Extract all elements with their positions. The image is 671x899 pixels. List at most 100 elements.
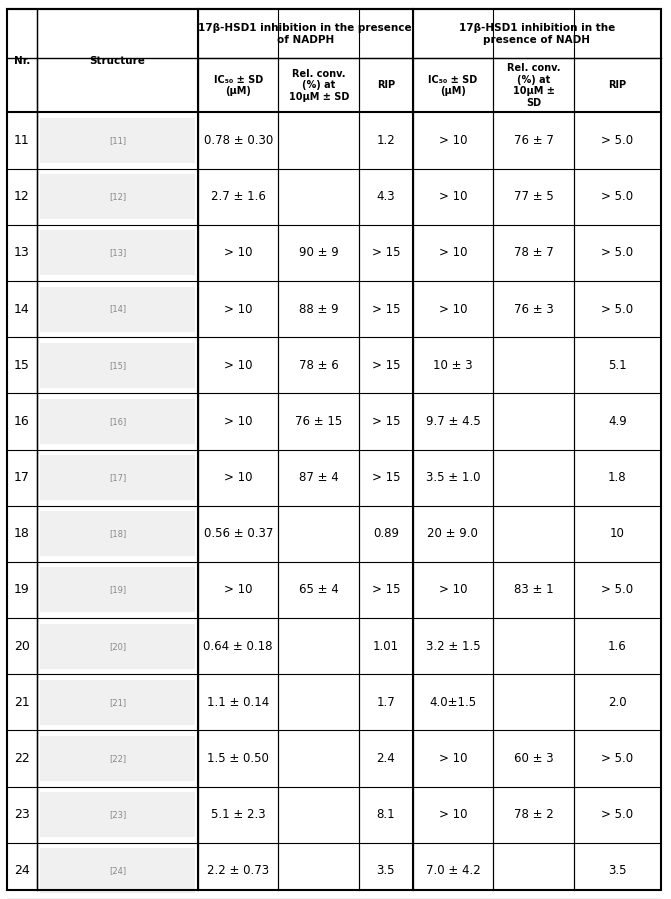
Text: 8.1: 8.1 <box>376 808 395 821</box>
Text: 2.0: 2.0 <box>608 696 627 708</box>
Text: [16]: [16] <box>109 417 126 426</box>
Bar <box>40 624 195 669</box>
Text: [12]: [12] <box>109 192 126 201</box>
Bar <box>40 399 195 444</box>
Text: [17]: [17] <box>109 473 126 482</box>
Text: > 5.0: > 5.0 <box>601 752 633 765</box>
Text: 3.5: 3.5 <box>608 865 627 877</box>
Text: > 5.0: > 5.0 <box>601 134 633 147</box>
Text: > 15: > 15 <box>372 583 400 596</box>
Text: 87 ± 4: 87 ± 4 <box>299 471 339 484</box>
Bar <box>40 174 195 219</box>
Text: 1.6: 1.6 <box>608 640 627 653</box>
Text: 76 ± 3: 76 ± 3 <box>513 303 554 316</box>
Text: > 10: > 10 <box>439 303 467 316</box>
Text: 1.2: 1.2 <box>376 134 395 147</box>
Text: Structure: Structure <box>89 56 146 66</box>
Text: 76 ± 7: 76 ± 7 <box>513 134 554 147</box>
Text: 13: 13 <box>14 246 30 259</box>
Text: 1.7: 1.7 <box>376 696 395 708</box>
Text: [18]: [18] <box>109 530 126 539</box>
Text: 19: 19 <box>14 583 30 596</box>
Bar <box>40 736 195 781</box>
Bar <box>40 230 195 275</box>
Text: 22: 22 <box>14 752 30 765</box>
Text: 1.5 ± 0.50: 1.5 ± 0.50 <box>207 752 269 765</box>
Bar <box>40 118 195 163</box>
Text: IC₅₀ ± SD
(μM): IC₅₀ ± SD (μM) <box>213 75 263 96</box>
Text: [21]: [21] <box>109 698 126 707</box>
Text: 12: 12 <box>14 191 30 203</box>
Text: 2.4: 2.4 <box>376 752 395 765</box>
Text: 4.0±1.5: 4.0±1.5 <box>429 696 476 708</box>
Text: IC₅₀ ± SD
(μM): IC₅₀ ± SD (μM) <box>428 75 478 96</box>
Text: 3.5 ± 1.0: 3.5 ± 1.0 <box>425 471 480 484</box>
Text: > 5.0: > 5.0 <box>601 808 633 821</box>
Text: 0.64 ± 0.18: 0.64 ± 0.18 <box>203 640 273 653</box>
Text: 11: 11 <box>14 134 30 147</box>
Text: > 5.0: > 5.0 <box>601 191 633 203</box>
Text: 16: 16 <box>14 415 30 428</box>
Text: 2.2 ± 0.73: 2.2 ± 0.73 <box>207 865 269 877</box>
Text: 24: 24 <box>14 865 30 877</box>
Text: Nr.: Nr. <box>13 56 30 66</box>
Text: 76 ± 15: 76 ± 15 <box>295 415 342 428</box>
Text: 10 ± 3: 10 ± 3 <box>433 359 473 371</box>
Bar <box>40 287 195 332</box>
Text: 17: 17 <box>14 471 30 484</box>
Text: 3.5: 3.5 <box>376 865 395 877</box>
Bar <box>40 567 195 612</box>
Bar <box>40 849 195 894</box>
Text: > 15: > 15 <box>372 471 400 484</box>
Text: 60 ± 3: 60 ± 3 <box>513 752 554 765</box>
Text: > 15: > 15 <box>372 303 400 316</box>
Text: > 10: > 10 <box>439 752 467 765</box>
Text: > 5.0: > 5.0 <box>601 246 633 259</box>
Text: 83 ± 1: 83 ± 1 <box>513 583 554 596</box>
Text: > 15: > 15 <box>372 415 400 428</box>
Text: 17β-HSD1 inhibition in the presence
of NADPH: 17β-HSD1 inhibition in the presence of N… <box>199 22 412 45</box>
Text: > 5.0: > 5.0 <box>601 303 633 316</box>
Text: 2.7 ± 1.6: 2.7 ± 1.6 <box>211 191 266 203</box>
Text: 90 ± 9: 90 ± 9 <box>299 246 339 259</box>
Bar <box>40 455 195 500</box>
Text: 10: 10 <box>610 528 625 540</box>
Text: > 10: > 10 <box>224 583 252 596</box>
Text: > 10: > 10 <box>439 191 467 203</box>
Text: 78 ± 7: 78 ± 7 <box>513 246 554 259</box>
Text: 1.01: 1.01 <box>373 640 399 653</box>
Text: 7.0 ± 4.2: 7.0 ± 4.2 <box>425 865 480 877</box>
Text: > 5.0: > 5.0 <box>601 583 633 596</box>
Text: 1.1 ± 0.14: 1.1 ± 0.14 <box>207 696 269 708</box>
Text: > 10: > 10 <box>439 246 467 259</box>
Text: [19]: [19] <box>109 585 126 594</box>
Text: > 10: > 10 <box>439 583 467 596</box>
Text: > 10: > 10 <box>439 134 467 147</box>
Text: [23]: [23] <box>109 810 126 819</box>
Text: 78 ± 2: 78 ± 2 <box>513 808 554 821</box>
Text: Rel. conv.
(%) at
10μM ±
SD: Rel. conv. (%) at 10μM ± SD <box>507 63 560 108</box>
Bar <box>40 512 195 556</box>
Text: 65 ± 4: 65 ± 4 <box>299 583 339 596</box>
Text: [14]: [14] <box>109 305 126 314</box>
Text: 0.78 ± 0.30: 0.78 ± 0.30 <box>203 134 273 147</box>
Text: 0.89: 0.89 <box>373 528 399 540</box>
Text: RIP: RIP <box>608 80 627 91</box>
Text: [11]: [11] <box>109 136 126 145</box>
Text: 18: 18 <box>14 528 30 540</box>
Text: 23: 23 <box>14 808 30 821</box>
Text: 14: 14 <box>14 303 30 316</box>
Text: > 10: > 10 <box>224 246 252 259</box>
Text: 21: 21 <box>14 696 30 708</box>
Text: > 10: > 10 <box>224 415 252 428</box>
Text: 1.8: 1.8 <box>608 471 627 484</box>
Text: 78 ± 6: 78 ± 6 <box>299 359 339 371</box>
Text: 20 ± 9.0: 20 ± 9.0 <box>427 528 478 540</box>
Bar <box>40 343 195 387</box>
Bar <box>40 680 195 725</box>
Text: [13]: [13] <box>109 248 126 257</box>
Bar <box>40 792 195 837</box>
Text: 0.56 ± 0.37: 0.56 ± 0.37 <box>203 528 273 540</box>
Text: [15]: [15] <box>109 360 126 369</box>
Text: 4.9: 4.9 <box>608 415 627 428</box>
